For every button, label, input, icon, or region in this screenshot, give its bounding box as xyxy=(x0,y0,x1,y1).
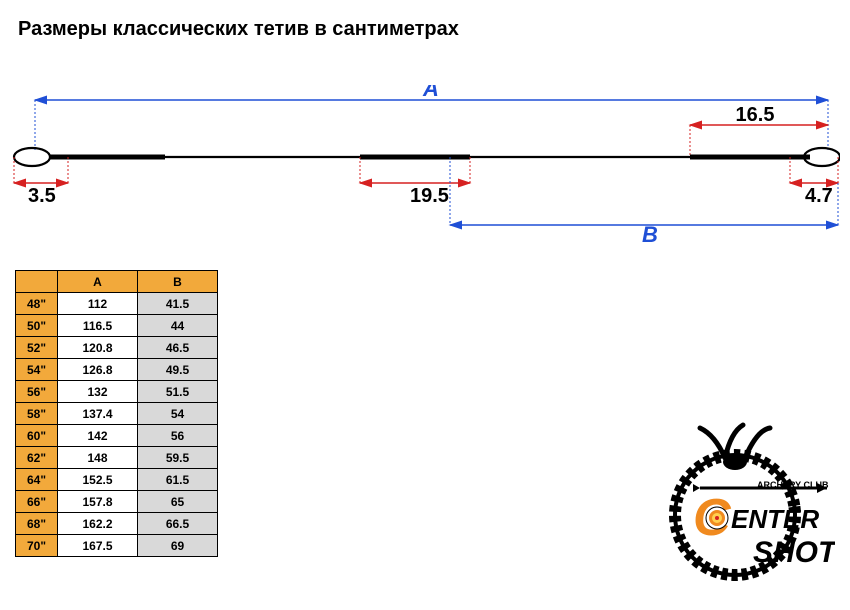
table-cell-a: 167.5 xyxy=(58,535,138,557)
table-cell-b: 41.5 xyxy=(138,293,218,315)
table-cell-a: 142 xyxy=(58,425,138,447)
table-row: 66"157.865 xyxy=(16,491,218,513)
dim-16-5: 16.5 xyxy=(736,104,775,126)
table-header-row: A B xyxy=(16,271,218,293)
table-cell-a: 132 xyxy=(58,381,138,403)
table-cell-size: 60" xyxy=(16,425,58,447)
table-cell-a: 120.8 xyxy=(58,337,138,359)
table-row: 56"13251.5 xyxy=(16,381,218,403)
table-cell-a: 126.8 xyxy=(58,359,138,381)
label-a: A xyxy=(422,85,439,101)
table-cell-a: 137.4 xyxy=(58,403,138,425)
table-cell-a: 148 xyxy=(58,447,138,469)
dim-19-5: 19.5 xyxy=(410,185,449,207)
table-cell-b: 61.5 xyxy=(138,469,218,491)
table-row: 68"162.266.5 xyxy=(16,513,218,535)
table-cell-size: 56" xyxy=(16,381,58,403)
table-header-a: A xyxy=(58,271,138,293)
dim-4-7: 4.7 xyxy=(805,185,833,207)
table-cell-a: 116.5 xyxy=(58,315,138,337)
table-cell-size: 66" xyxy=(16,491,58,513)
table-cell-b: 69 xyxy=(138,535,218,557)
table-row: 70"167.569 xyxy=(16,535,218,557)
dim-3-5: 3.5 xyxy=(28,185,56,207)
table-cell-size: 48" xyxy=(16,293,58,315)
table-row: 60"14256 xyxy=(16,425,218,447)
table-cell-b: 54 xyxy=(138,403,218,425)
table-cell-size: 68" xyxy=(16,513,58,535)
table-cell-b: 46.5 xyxy=(138,337,218,359)
table-row: 48"11241.5 xyxy=(16,293,218,315)
table-cell-a: 162.2 xyxy=(58,513,138,535)
table-cell-b: 56 xyxy=(138,425,218,447)
table-row: 58"137.454 xyxy=(16,403,218,425)
table-row: 64"152.561.5 xyxy=(16,469,218,491)
page-title: Размеры классических тетив в сантиметрах xyxy=(18,18,459,41)
logo-shot: SHOT xyxy=(753,536,835,569)
table-cell-size: 52" xyxy=(16,337,58,359)
table-cell-b: 44 xyxy=(138,315,218,337)
table-cell-b: 51.5 xyxy=(138,381,218,403)
table-cell-b: 65 xyxy=(138,491,218,513)
centershot-logo: C ARCHERY CLUB ENTER SHOT xyxy=(645,420,835,590)
table-row: 50"116.544 xyxy=(16,315,218,337)
table-row: 62"14859.5 xyxy=(16,447,218,469)
table-header-b: B xyxy=(138,271,218,293)
svg-text:ENTER: ENTER xyxy=(731,504,819,534)
table-cell-a: 152.5 xyxy=(58,469,138,491)
bowstring-diagram: A 16.5 3.5 19.5 4.7 B xyxy=(10,85,840,245)
table-cell-b: 59.5 xyxy=(138,447,218,469)
table-cell-size: 54" xyxy=(16,359,58,381)
size-table: A B 48"11241.550"116.54452"120.846.554"1… xyxy=(15,270,218,557)
table-cell-a: 112 xyxy=(58,293,138,315)
table-cell-b: 66.5 xyxy=(138,513,218,535)
table-cell-size: 70" xyxy=(16,535,58,557)
table-header-size xyxy=(16,271,58,293)
table-cell-size: 64" xyxy=(16,469,58,491)
table-cell-b: 49.5 xyxy=(138,359,218,381)
table-cell-a: 157.8 xyxy=(58,491,138,513)
logo-club: ARCHERY CLUB xyxy=(757,480,829,490)
table-cell-size: 62" xyxy=(16,447,58,469)
table-row: 54"126.849.5 xyxy=(16,359,218,381)
table-row: 52"120.846.5 xyxy=(16,337,218,359)
table-cell-size: 58" xyxy=(16,403,58,425)
table-cell-size: 50" xyxy=(16,315,58,337)
label-b: B xyxy=(642,222,658,245)
